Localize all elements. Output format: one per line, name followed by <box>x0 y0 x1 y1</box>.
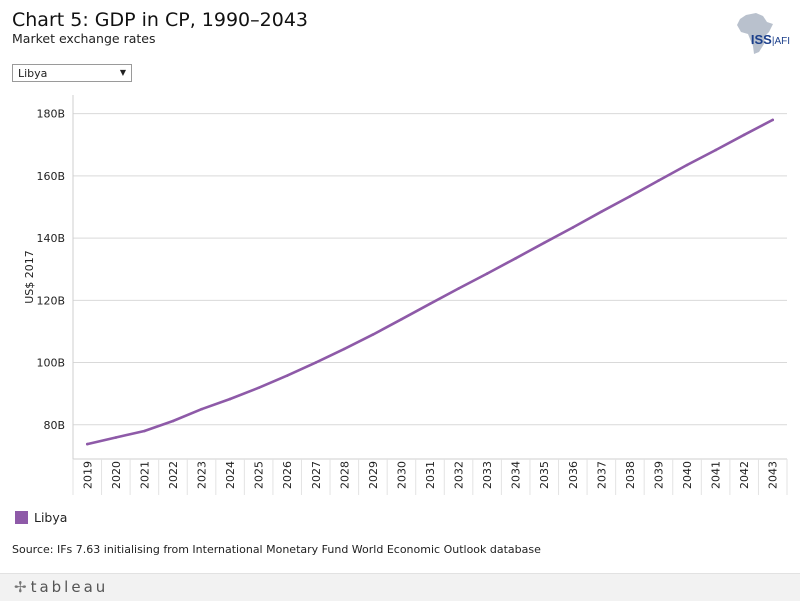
data-point <box>85 442 89 446</box>
data-point <box>171 419 175 423</box>
data-point <box>228 397 232 401</box>
x-tick-label: 2039 <box>652 461 665 489</box>
data-point <box>571 226 575 229</box>
y-tick-label: 160B <box>36 170 65 183</box>
data-point <box>114 436 118 439</box>
y-tick-label: 120B <box>36 294 65 307</box>
chevron-down-icon: ▼ <box>119 68 126 77</box>
data-point <box>343 347 346 351</box>
data-point <box>314 361 318 364</box>
x-tick-label: 2029 <box>367 461 380 489</box>
data-point <box>514 257 517 260</box>
x-tick-label: 2041 <box>710 461 723 489</box>
tableau-plus-icon: ✢ <box>14 578 30 596</box>
source-note: Source: IFs 7.63 initialising from Inter… <box>12 543 541 556</box>
tableau-brand[interactable]: ✢tableau <box>14 578 108 596</box>
x-tick-label: 2038 <box>624 461 637 489</box>
chart-subtitle: Market exchange rates <box>12 31 156 46</box>
x-tick-label: 2025 <box>253 461 266 489</box>
country-select-value: Libya <box>18 67 48 80</box>
tableau-footer: ✢tableau <box>0 573 800 601</box>
data-point <box>200 407 203 411</box>
legend-label: Libya <box>34 510 68 525</box>
data-point <box>714 148 717 152</box>
data-point <box>685 163 689 167</box>
series-line-libya <box>86 118 775 446</box>
y-tick-label: 180B <box>36 108 65 121</box>
x-tick-label: 2027 <box>310 461 323 489</box>
data-point <box>742 133 746 137</box>
x-tick-label: 2030 <box>395 461 408 489</box>
x-tick-label: 2024 <box>224 461 237 489</box>
x-tick-label: 2033 <box>481 461 494 489</box>
data-point <box>457 287 460 290</box>
africa-map-icon <box>737 13 773 54</box>
data-point <box>628 195 632 198</box>
x-tick-label: 2034 <box>510 461 523 489</box>
data-point <box>542 241 546 245</box>
x-tick-label: 2022 <box>167 461 180 489</box>
y-tick-label: 140B <box>36 232 65 245</box>
iss-africa-logo: ISS|AFI <box>730 12 790 56</box>
data-point <box>600 210 603 213</box>
logo-text: ISS|AFI <box>750 32 790 47</box>
y-tick-label: 100B <box>36 357 65 370</box>
country-select[interactable]: Libya ▼ <box>12 64 132 82</box>
data-point <box>285 374 289 377</box>
x-tick-label: 2028 <box>338 461 351 489</box>
y-tick-label: 80B <box>43 419 65 432</box>
data-point <box>257 386 260 390</box>
x-tick-label: 2019 <box>81 461 94 489</box>
x-tick-label: 2020 <box>110 461 123 489</box>
tableau-wordmark: tableau <box>30 578 109 596</box>
x-tick-label: 2032 <box>453 461 466 489</box>
x-tick-label: 2031 <box>424 461 437 489</box>
x-tick-label: 2023 <box>196 461 209 489</box>
y-axis-title: US$ 2017 <box>23 250 36 304</box>
data-point <box>428 302 432 306</box>
x-tick-label: 2042 <box>738 461 751 489</box>
data-point <box>657 179 660 182</box>
data-point <box>485 272 489 275</box>
x-tick-label: 2043 <box>767 461 780 489</box>
x-tick-label: 2026 <box>281 461 294 489</box>
data-point <box>143 429 146 433</box>
data-point <box>400 318 403 321</box>
data-point <box>771 118 775 122</box>
x-tick-label: 2021 <box>138 461 151 489</box>
legend[interactable]: Libya <box>15 510 67 525</box>
chart-title: Chart 5: GDP in CP, 1990–2043 <box>12 9 309 31</box>
x-tick-label: 2037 <box>595 461 608 489</box>
x-tick-label: 2036 <box>567 461 580 489</box>
data-point <box>371 333 375 336</box>
logo-subtext: |AFI <box>771 36 790 47</box>
legend-swatch <box>15 511 28 524</box>
x-tick-label: 2035 <box>538 461 551 489</box>
line-chart: 80B 100B 120B 140B 160B 180B US$ 2017 2019 2020 2… <box>23 95 788 495</box>
x-tick-label: 2040 <box>681 461 694 489</box>
